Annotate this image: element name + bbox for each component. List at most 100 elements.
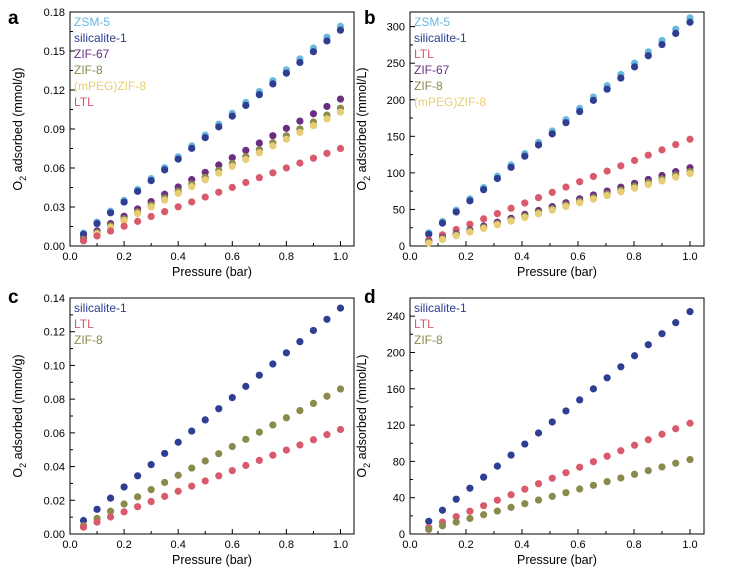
data-point	[603, 191, 611, 200]
data-point	[548, 418, 556, 426]
data-point	[255, 149, 263, 157]
data-point	[603, 478, 611, 486]
legend-entry-zif-8: ZIF-8	[414, 79, 443, 93]
data-point	[255, 139, 263, 147]
data-point	[106, 513, 115, 521]
data-point	[686, 135, 694, 143]
data-point	[507, 503, 515, 511]
data-point	[174, 487, 182, 495]
data-point	[521, 485, 529, 493]
data-point	[269, 142, 277, 150]
data-point	[534, 429, 543, 437]
data-point	[466, 197, 474, 205]
x-axis-title: Pressure (bar)	[517, 265, 597, 279]
data-point	[686, 308, 694, 316]
data-point	[309, 399, 318, 408]
data-point	[562, 407, 570, 415]
data-point	[336, 385, 345, 393]
data-point	[79, 523, 88, 531]
data-point	[425, 239, 433, 247]
y-tick-label: 0.09	[44, 124, 65, 136]
data-point	[161, 166, 169, 174]
data-point	[242, 101, 250, 109]
y-tick-label: 0.00	[44, 241, 65, 253]
data-point	[644, 151, 652, 159]
data-point	[562, 489, 570, 497]
data-point	[589, 385, 598, 393]
x-tick-label: 0.2	[458, 539, 473, 551]
data-point	[255, 456, 263, 464]
data-point	[269, 132, 277, 140]
data-point	[507, 451, 515, 459]
x-axis-title: Pressure (bar)	[517, 553, 597, 567]
series-zif-8	[79, 104, 345, 244]
data-point	[201, 168, 209, 176]
data-point	[93, 505, 101, 513]
data-point	[493, 209, 501, 218]
data-point	[521, 500, 529, 508]
data-point	[493, 496, 501, 504]
data-point	[228, 442, 236, 451]
data-point	[120, 222, 128, 230]
data-point	[644, 436, 652, 444]
data-point	[576, 107, 584, 116]
y-axis-title: O2 adsorbed (mmol/g)	[11, 67, 28, 190]
data-point	[452, 513, 460, 521]
data-point	[255, 371, 263, 379]
x-tick-label: 1.0	[682, 539, 697, 551]
panel-letter: d	[364, 287, 376, 308]
data-point	[630, 470, 639, 478]
data-point	[507, 491, 515, 499]
data-point	[686, 170, 694, 178]
data-point	[296, 128, 304, 137]
data-point	[269, 169, 277, 177]
data-point	[589, 96, 598, 104]
data-point	[658, 177, 666, 185]
x-tick-label: 0.2	[458, 251, 473, 263]
data-point	[93, 219, 101, 228]
data-point	[589, 458, 598, 466]
data-point	[603, 167, 611, 175]
y-tick-label: 0.02	[44, 495, 65, 507]
x-tick-label: 0.2	[116, 251, 131, 263]
data-point	[174, 155, 182, 163]
data-point	[493, 507, 501, 515]
data-point	[79, 237, 88, 245]
series-silicalite-1	[79, 26, 345, 238]
data-point	[282, 349, 290, 357]
data-point	[215, 123, 223, 131]
x-tick-label: 0.8	[279, 539, 294, 551]
data-point	[438, 506, 447, 514]
series-mpeg-zif-8	[79, 108, 345, 245]
panel-letter: c	[8, 287, 19, 308]
y-tick-label: 0.00	[44, 529, 65, 541]
data-point	[452, 518, 460, 526]
data-point	[161, 492, 169, 500]
x-tick-label: 0.4	[514, 251, 529, 263]
legend-entry-mpeg-zif-8: (mPEG)ZIF-8	[414, 95, 486, 109]
data-point	[644, 180, 652, 189]
data-point	[507, 204, 515, 212]
data-point	[282, 164, 290, 172]
series-ltl	[79, 425, 345, 531]
y-axis-title: O2 adsorbed (mmol/L)	[355, 67, 372, 190]
data-point	[466, 507, 474, 515]
y-tick-label: 300	[387, 22, 405, 34]
data-point	[134, 210, 142, 218]
data-point	[296, 58, 304, 67]
data-point	[215, 450, 223, 458]
data-point	[323, 37, 331, 45]
data-point	[188, 427, 196, 435]
data-point	[134, 472, 142, 480]
y-tick-label: 200	[387, 95, 405, 107]
panel-a: a 0.0 0.2 0.4 0.6 0.8 1.0 0.00 0.03 0.06 0.09 0.12 0…	[8, 7, 355, 279]
y-tick-label: 0.18	[44, 7, 65, 19]
data-point	[134, 503, 142, 511]
legend-entry-silicalite-1: silicalite-1	[414, 31, 467, 45]
series-zif-8	[79, 385, 345, 530]
data-point	[134, 187, 142, 195]
data-point	[106, 209, 115, 217]
data-point	[617, 74, 625, 82]
data-point	[242, 178, 250, 187]
data-point	[147, 212, 155, 221]
